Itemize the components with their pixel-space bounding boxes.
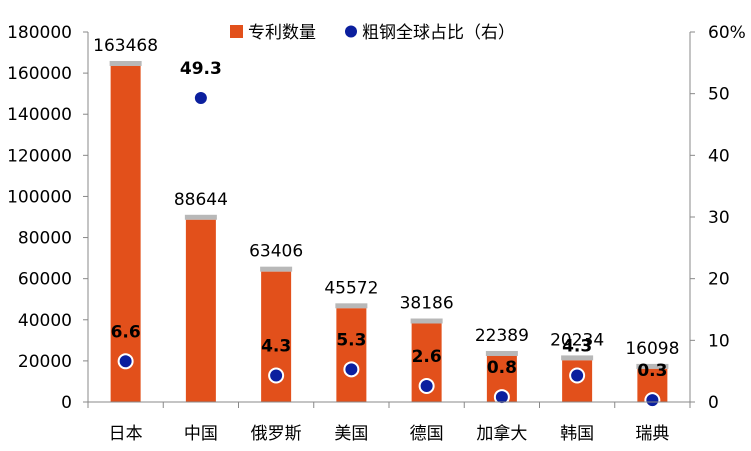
bar-value-label: 22389	[475, 326, 529, 346]
left-axis-tick-label: 80000	[18, 229, 72, 249]
bar-value-label: 45572	[324, 278, 378, 298]
bar-shadow	[184, 214, 217, 220]
x-axis-category-label: 日本	[109, 424, 143, 444]
right-axis-tick-label: 20	[708, 270, 730, 290]
left-axis-tick-label: 20000	[18, 352, 72, 372]
bar-shadow	[561, 355, 594, 361]
bar	[336, 308, 367, 402]
bar-value-label: 63406	[249, 242, 303, 262]
x-axis: 日本 中国 俄罗斯 美国 德国 加拿大 韩国 瑞典	[87, 401, 691, 444]
left-axis-tick-label: 100000	[7, 187, 72, 207]
left-axis-tick-label: 40000	[18, 311, 72, 331]
point	[117, 353, 134, 370]
bar-shadow	[410, 318, 443, 324]
x-axis-category-label: 韩国	[560, 424, 594, 444]
legend-bar-swatch	[230, 25, 243, 38]
point-value-label: 49.3	[180, 59, 222, 79]
point	[192, 89, 209, 106]
x-axis-category-label: 加拿大	[476, 423, 527, 444]
x-axis-category-label: 中国	[184, 424, 218, 444]
bar-value-label: 20234	[550, 330, 604, 350]
point	[268, 367, 285, 384]
point-series	[117, 89, 661, 409]
point-value-label: 0.3	[637, 361, 667, 381]
point-value-label: 5.3	[336, 330, 366, 350]
legend-point-label: 粗钢全球占比（右）	[362, 23, 515, 43]
point-value-label: 0.8	[487, 358, 517, 378]
bar-value-label: 38186	[400, 294, 454, 314]
point-value-labels: 6.6 49.3 4.3 5.3 2.6 0.8 4.3 0.3	[111, 59, 668, 381]
point	[493, 389, 510, 406]
x-axis-category-label: 美国	[334, 424, 368, 444]
right-axis-tick-label: 50	[708, 85, 730, 105]
x-axis-category-label: 瑞典	[635, 424, 669, 444]
legend-bar-label: 专利数量	[248, 23, 316, 43]
left-axis-tick-label: 140000	[7, 105, 72, 125]
left-axis-tick-label: 160000	[7, 64, 72, 84]
right-axis: 0 10 20 30 40 50 60%	[689, 23, 746, 413]
point-value-label: 4.3	[261, 336, 291, 356]
point	[644, 392, 661, 409]
x-axis-category-label: 俄罗斯	[251, 424, 302, 444]
left-axis-tick-label: 120000	[7, 146, 72, 166]
bar-value-label: 88644	[174, 190, 228, 210]
right-axis-tick-label: 60%	[708, 23, 746, 43]
left-axis: 0 20000 40000 60000 80000 100000 120000 140000 1…	[7, 23, 89, 413]
left-axis-tick-label: 0	[61, 393, 72, 413]
legend: 专利数量 粗钢全球占比（右）	[230, 23, 515, 43]
bar	[110, 65, 141, 402]
point-value-label: 4.3	[562, 336, 592, 356]
left-axis-tick-label: 180000	[7, 23, 72, 43]
left-axis-tick-label: 60000	[18, 270, 72, 290]
point	[569, 367, 586, 384]
bar	[185, 219, 216, 402]
x-axis-category-label: 德国	[410, 424, 444, 444]
legend-point-swatch	[345, 25, 357, 38]
point-value-label: 2.6	[412, 347, 442, 367]
point-value-label: 6.6	[111, 322, 141, 342]
point	[343, 361, 360, 378]
bar-shadow	[335, 303, 368, 309]
right-axis-tick-label: 30	[708, 208, 730, 228]
bar-shadow	[636, 363, 669, 369]
right-axis-tick-label: 40	[708, 146, 730, 166]
bar-shadow	[485, 350, 518, 356]
bar-value-label: 16098	[625, 339, 679, 359]
right-axis-tick-label: 0	[708, 393, 719, 413]
bar-shadow	[260, 266, 293, 272]
right-axis-tick-label: 10	[708, 331, 730, 351]
bar-shadow	[109, 60, 142, 66]
bar-value-label: 163468	[93, 36, 158, 56]
point	[418, 377, 435, 394]
bar-value-labels: 163468 88644 63406 45572 38186 22389 20234 1609…	[93, 36, 679, 359]
